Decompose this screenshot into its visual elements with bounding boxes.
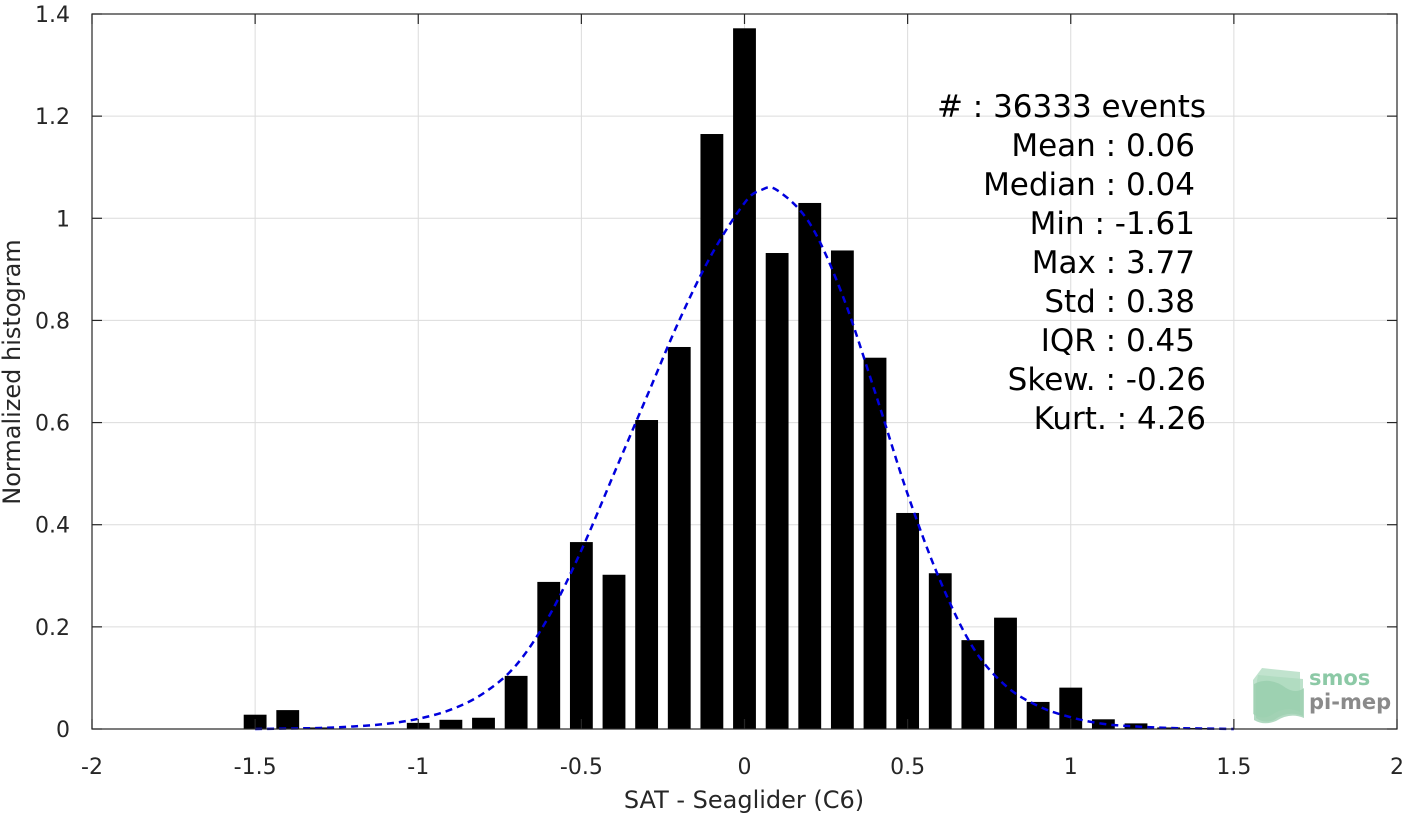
histogram-bar bbox=[472, 717, 495, 729]
x-tick-label: 0.5 bbox=[890, 755, 925, 780]
stat-std: Std : 0.38 bbox=[1044, 284, 1195, 320]
histogram-bars bbox=[243, 28, 1246, 730]
histogram-bar bbox=[863, 357, 887, 729]
y-tick-labels: 0 0.2 0.4 0.6 0.8 1 1.2 1.4 bbox=[35, 3, 70, 743]
x-tick-label: 1 bbox=[1064, 755, 1078, 780]
y-axis-label: Normalized histogram bbox=[0, 239, 26, 504]
histogram-bar bbox=[994, 617, 1017, 729]
x-tick-labels: -2 -1.5 -1 -0.5 0 0.5 1 1.5 2 bbox=[81, 755, 1404, 780]
stat-events: # : 36333 events bbox=[937, 89, 1206, 125]
y-tick-label: 1 bbox=[56, 207, 70, 232]
logo-wave-icon bbox=[1253, 668, 1304, 724]
histogram-bar bbox=[733, 28, 756, 730]
histogram-bar bbox=[896, 512, 920, 729]
histogram-bar bbox=[635, 420, 659, 729]
axes-frame bbox=[91, 13, 1398, 730]
histogram-bar bbox=[504, 675, 528, 729]
stat-iqr: IQR : 0.45 bbox=[1041, 323, 1195, 359]
fit-curve-group bbox=[255, 185, 1234, 731]
histogram-bar bbox=[700, 134, 724, 730]
y-tick-label: 0.4 bbox=[35, 514, 70, 539]
stat-skew: Skew. : -0.26 bbox=[1008, 362, 1206, 398]
logo-text-line2: pi-mep bbox=[1309, 690, 1391, 714]
histogram-bar bbox=[569, 542, 593, 729]
histogram-bar bbox=[602, 574, 626, 729]
histogram-bar bbox=[537, 581, 561, 729]
x-tick-label: -1 bbox=[407, 755, 429, 780]
stats-box: # : 36333 events Mean : 0.06 Median : 0.… bbox=[937, 89, 1206, 437]
x-tick-label: -2 bbox=[81, 755, 103, 780]
smos-pi-mep-logo: smos pi-mep bbox=[1253, 666, 1391, 724]
y-tick-label: 0.6 bbox=[35, 412, 70, 437]
histogram-bar bbox=[765, 253, 789, 729]
x-tick-label: 2 bbox=[1390, 755, 1404, 780]
x-tick-label: 1.5 bbox=[1216, 755, 1251, 780]
histogram-bar bbox=[1157, 727, 1181, 729]
x-tick-label: -1.5 bbox=[234, 755, 277, 780]
y-tick-label: 0.8 bbox=[35, 309, 70, 334]
histogram-bar bbox=[439, 719, 463, 729]
y-tick-label: 0.2 bbox=[35, 616, 70, 641]
histogram-bar bbox=[667, 346, 691, 729]
histogram-bar bbox=[830, 250, 854, 730]
stat-median: Median : 0.04 bbox=[983, 167, 1195, 203]
x-tick-label: -0.5 bbox=[560, 755, 603, 780]
y-tick-label: 1.2 bbox=[35, 105, 70, 130]
stat-mean: Mean : 0.06 bbox=[1011, 128, 1195, 164]
histogram-bar bbox=[798, 202, 822, 729]
stat-min: Min : -1.61 bbox=[1030, 206, 1195, 242]
x-axis-label: SAT - Seaglider (C6) bbox=[624, 786, 864, 813]
fit-curve bbox=[255, 185, 1234, 731]
stat-max: Max : 3.77 bbox=[1032, 245, 1195, 281]
y-tick-label: 1.4 bbox=[35, 3, 70, 28]
histogram-bar bbox=[928, 573, 952, 729]
stat-kurt: Kurt. : 4.26 bbox=[1034, 401, 1206, 437]
x-tick-label: 0 bbox=[738, 755, 752, 780]
histogram-bar bbox=[276, 710, 300, 729]
logo-text-line1: smos bbox=[1309, 666, 1370, 690]
histogram-bar bbox=[1026, 701, 1050, 729]
y-tick-label: 0 bbox=[56, 718, 70, 743]
histogram-bar bbox=[961, 640, 985, 729]
